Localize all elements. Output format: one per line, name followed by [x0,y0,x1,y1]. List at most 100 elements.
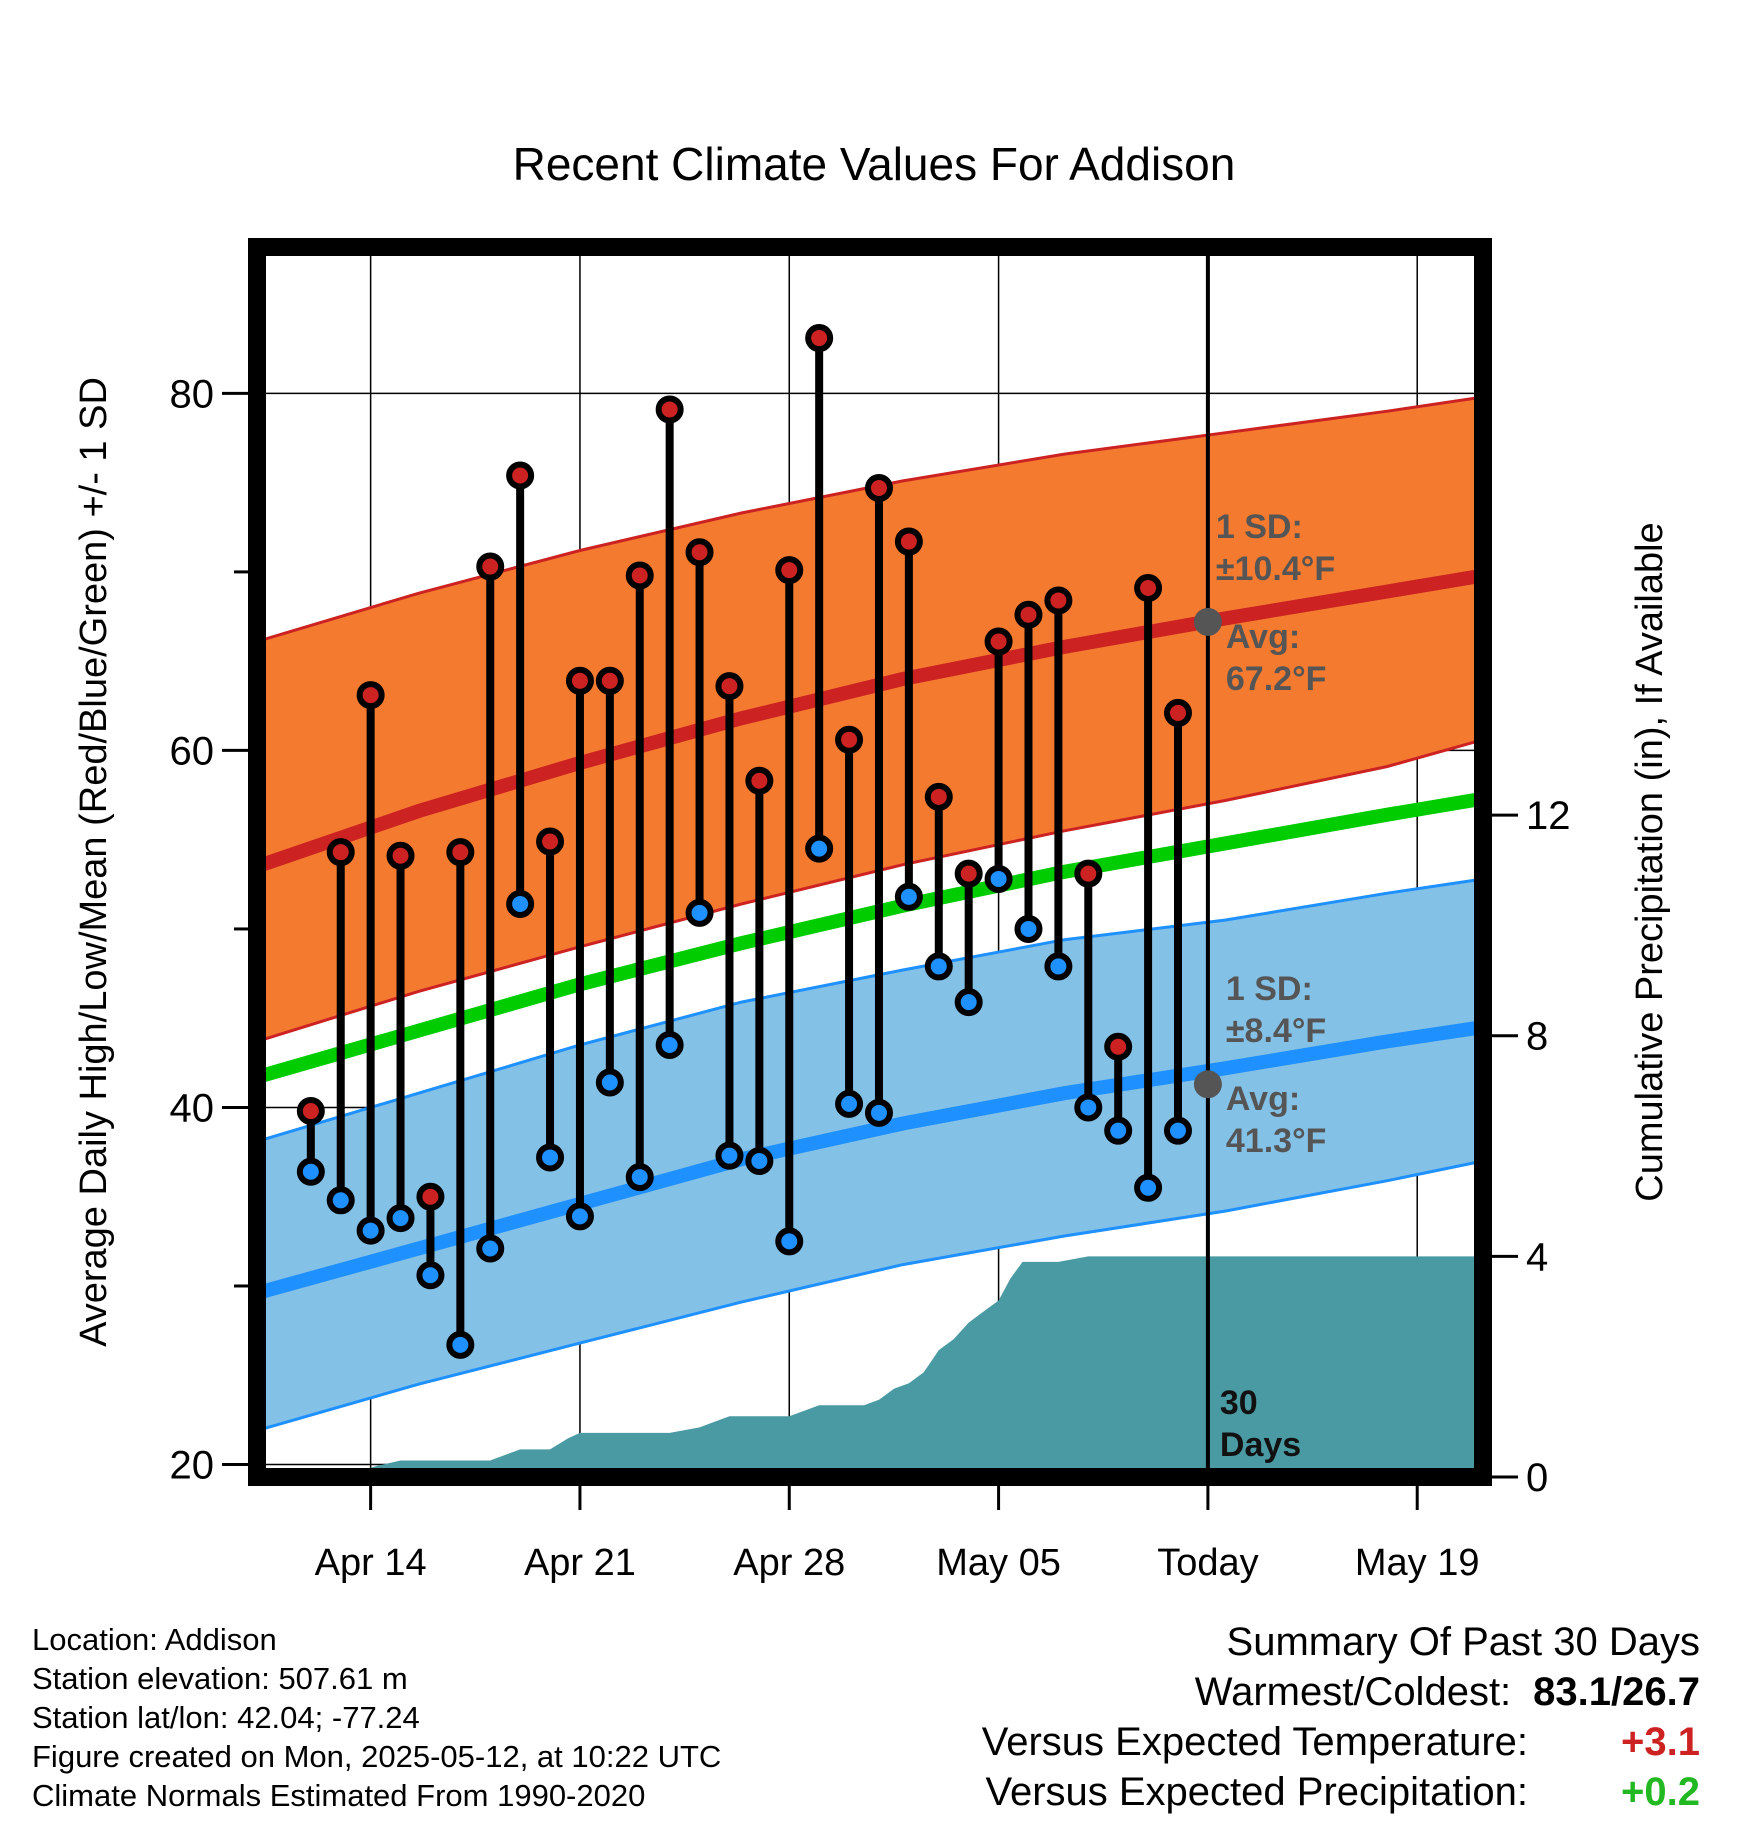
low-point-2 [356,1216,385,1245]
summary-title: Summary Of Past 30 Days [1226,1620,1700,1664]
y-left-tick-label-2: 60 [170,729,215,773]
low-point-29 [1163,1116,1192,1145]
high-point-14 [715,672,744,701]
days-count: 30 [1220,1384,1258,1422]
low-point-0 [296,1157,325,1186]
low-point-22 [954,988,983,1017]
high-point-3 [386,841,415,870]
summary-panel: Summary Of Past 30 Days Warmest/Coldest:… [982,1617,1700,1817]
low-point-21 [924,952,953,981]
low-point-20 [894,882,923,911]
y-right-tick-label-1: 4 [1526,1235,1548,1279]
low-point-25 [1044,952,1073,981]
high-point-28 [1134,573,1163,602]
chart-title: Recent Climate Values For Addison [513,138,1236,190]
y-right-tick-label-2: 8 [1526,1015,1548,1059]
low-point-7 [506,889,535,918]
high-point-26 [1074,859,1103,888]
precip-label: Versus Expected Precipitation: [985,1770,1528,1814]
latlon-text: Station lat/lon: 42.04; -77.24 [32,1700,420,1735]
high-point-24 [1014,600,1043,629]
daily-range-bars [306,338,1182,1345]
low-avg-label: Avg: [1226,1080,1300,1118]
low-point-9 [565,1202,594,1231]
high-point-13 [685,538,714,567]
high-sd-band [257,397,1483,1042]
low-avg-value: 41.3°F [1226,1122,1327,1160]
low-point-6 [476,1234,505,1263]
high-point-1 [326,838,355,867]
x-tick-label-1: Apr 21 [524,1542,636,1584]
low-lower-line [256,1159,1484,1433]
x-tick-label-2: Apr 28 [733,1542,845,1584]
low-sd-value: ±8.4°F [1226,1012,1326,1050]
low-point-18 [835,1089,864,1118]
created-text: Figure created on Mon, 2025-05-12, at 10… [32,1739,722,1774]
y-left-tick-label-3: 80 [170,372,215,416]
low-point-19 [864,1098,893,1127]
high-point-10 [595,666,624,695]
low-sd-label: 1 SD: [1226,970,1313,1008]
low-point-26 [1074,1093,1103,1122]
low-upper-line [256,877,1484,1143]
low-point-5 [446,1330,475,1359]
high-point-18 [835,725,864,754]
plot-border [248,238,1492,1486]
high-avg-marker [1193,607,1222,636]
high-sd-label: 1 SD: [1216,508,1303,546]
high-point-2 [356,681,385,710]
x-tick-label-5: May 19 [1355,1542,1480,1584]
station-info: Location: Addison Station elevation: 507… [32,1620,721,1815]
y-left-tick-label-0: 20 [170,1444,215,1488]
axes: Apr 14 Apr 21 Apr 28 May 05 Today May 19 Day 20… [73,372,1671,1610]
temp-label: Versus Expected Temperature: [981,1720,1528,1764]
high-avg-value: 67.2°F [1226,660,1327,698]
low-point-23 [984,864,1013,893]
warmest-label: Warmest/Coldest: [1194,1670,1512,1714]
normals-text: Climate Normals Estimated From 1990-2020 [32,1778,646,1813]
elevation-text: Station elevation: 507.61 m [32,1661,408,1696]
low-point-17 [805,834,834,863]
y-left-tick-label-1: 40 [170,1086,215,1130]
high-lower-line [256,738,1484,1043]
low-point-16 [775,1227,804,1256]
high-point-12 [655,395,684,424]
plot-frame [248,238,1492,1486]
high-sd-value: ±10.4°F [1216,550,1335,588]
low-point-13 [685,898,714,927]
high-point-6 [476,552,505,581]
precip-value: +0.2 [1621,1770,1700,1814]
climate-chart: Recent Climate Values For Addison 1 SD: ±… [73,138,1671,1610]
high-point-15 [745,766,774,795]
precipitation-area [257,1256,1483,1477]
location-text: Location: Addison [32,1622,277,1657]
high-point-21 [924,782,953,811]
y-left-axis-title: Average Daily High/Low/Mean (Red/Blue/Gr… [73,377,115,1347]
daily-points [296,324,1192,1359]
low-avg-marker [1193,1070,1222,1099]
warmest-value: 83.1/26.7 [1533,1670,1700,1714]
y-right-axis-title: Cumulative Precipitation (in), If Availa… [1629,522,1671,1201]
x-tick-label-3: May 05 [936,1542,1061,1584]
high-point-5 [446,838,475,867]
high-point-8 [536,827,565,856]
days-label: Days [1220,1426,1301,1464]
low-point-10 [595,1068,624,1097]
high-point-23 [984,627,1013,656]
high-point-16 [775,556,804,585]
low-point-24 [1014,914,1043,943]
low-point-1 [326,1186,355,1215]
low-point-3 [386,1204,415,1233]
low-point-4 [416,1261,445,1290]
precip-area [257,1256,1483,1477]
high-point-22 [954,859,983,888]
low-point-12 [655,1030,684,1059]
low-point-15 [745,1147,774,1176]
high-point-19 [864,474,893,503]
high-normal-line [254,568,1485,874]
high-point-17 [805,324,834,353]
y-right-tick-label-3: 12 [1526,794,1571,838]
high-point-7 [506,461,535,490]
high-avg-label: Avg: [1226,618,1300,656]
high-point-29 [1163,698,1192,727]
